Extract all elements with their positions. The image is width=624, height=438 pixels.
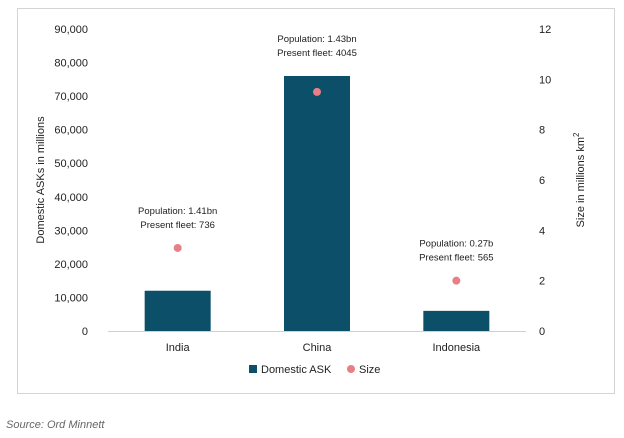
legend-label-size: Size [359, 364, 380, 376]
point-india [173, 243, 182, 252]
y-tick-label: 60,000 [54, 125, 88, 137]
y-tick-label: 0 [82, 326, 88, 338]
y-tick-label: 40,000 [54, 192, 88, 204]
annotation-india: Present fleet: 736 [140, 220, 214, 231]
bar-india [144, 290, 211, 331]
annotation-india: Population: 1.41bn [138, 206, 217, 217]
legend-swatch-domestic-ask [249, 365, 257, 373]
legend-swatch-size [347, 365, 355, 373]
bar-china [284, 75, 350, 331]
chart-frame: 90,000 80,000 70,000 60,000 50,000 40,000 30,0… [17, 8, 615, 394]
point-indonesia [452, 276, 461, 285]
source-note: Source: Ord Minnett [6, 419, 105, 431]
annotation-china: Population: 1.43bn [277, 34, 356, 45]
annotation-indonesia: Population: 0.27b [419, 239, 493, 250]
y2-tick-label: 8 [539, 125, 545, 137]
y2-tick-label: 10 [539, 74, 551, 86]
y-tick-label: 10,000 [54, 292, 88, 304]
y2-axis-title: Size in millions km2 [572, 132, 587, 227]
y2-tick-label: 4 [539, 225, 545, 237]
x-tick-label: China [303, 342, 333, 354]
annotation-indonesia: Present fleet: 565 [419, 253, 493, 264]
y-tick-label: 80,000 [54, 58, 88, 70]
y-tick-label: 90,000 [54, 24, 88, 36]
y-tick-label: 50,000 [54, 158, 88, 170]
y2-axis-title-superscript: 2 [572, 132, 581, 137]
y2-axis-title-main: Size in millions km [575, 137, 587, 227]
bar-indonesia [423, 310, 490, 331]
annotation-china: Present fleet: 4045 [277, 48, 357, 59]
chart-svg: 90,000 80,000 70,000 60,000 50,000 40,000 30,0… [35, 24, 587, 376]
y-tick-label: 70,000 [54, 91, 88, 103]
point-china [313, 87, 321, 96]
y2-tick-label: 0 [539, 326, 545, 338]
x-tick-label: India [166, 342, 191, 354]
y-axis-title: Domestic ASKs in millions [35, 116, 47, 244]
y2-tick-label: 12 [539, 24, 551, 36]
y-tick-label: 20,000 [54, 259, 88, 271]
y2-tick-label: 6 [539, 175, 545, 187]
y2-tick-label: 2 [539, 276, 545, 288]
y-tick-label: 30,000 [54, 225, 88, 237]
legend-label-domestic-ask: Domestic ASK [261, 364, 332, 376]
x-tick-label: Indonesia [432, 342, 481, 354]
